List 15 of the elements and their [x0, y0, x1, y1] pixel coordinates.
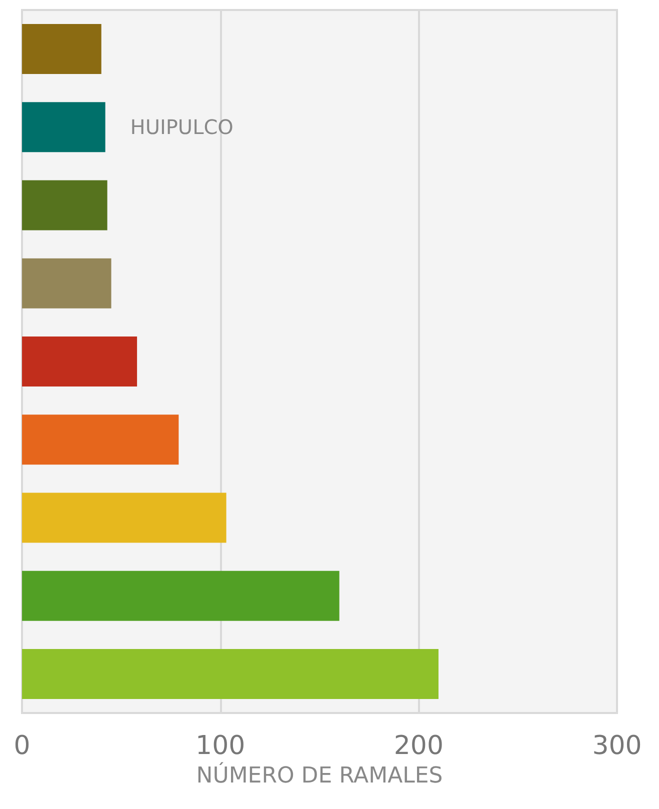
annotation: HUIPULCO: [130, 115, 234, 140]
bar: [22, 570, 340, 621]
bar: [22, 414, 179, 465]
bar: [22, 648, 438, 699]
bar: [22, 492, 226, 543]
bar: [22, 102, 106, 152]
x-tick-label: 0: [14, 731, 30, 761]
bar: [22, 336, 138, 386]
x-tick-label: 100: [196, 731, 246, 761]
bar: [22, 24, 102, 74]
bar: [22, 180, 108, 230]
x-tick-label: 200: [394, 731, 444, 761]
x-tick-label: 300: [592, 731, 642, 761]
x-axis-title: NÚMERO DE RAMALES: [196, 762, 443, 788]
bar: [22, 258, 112, 308]
